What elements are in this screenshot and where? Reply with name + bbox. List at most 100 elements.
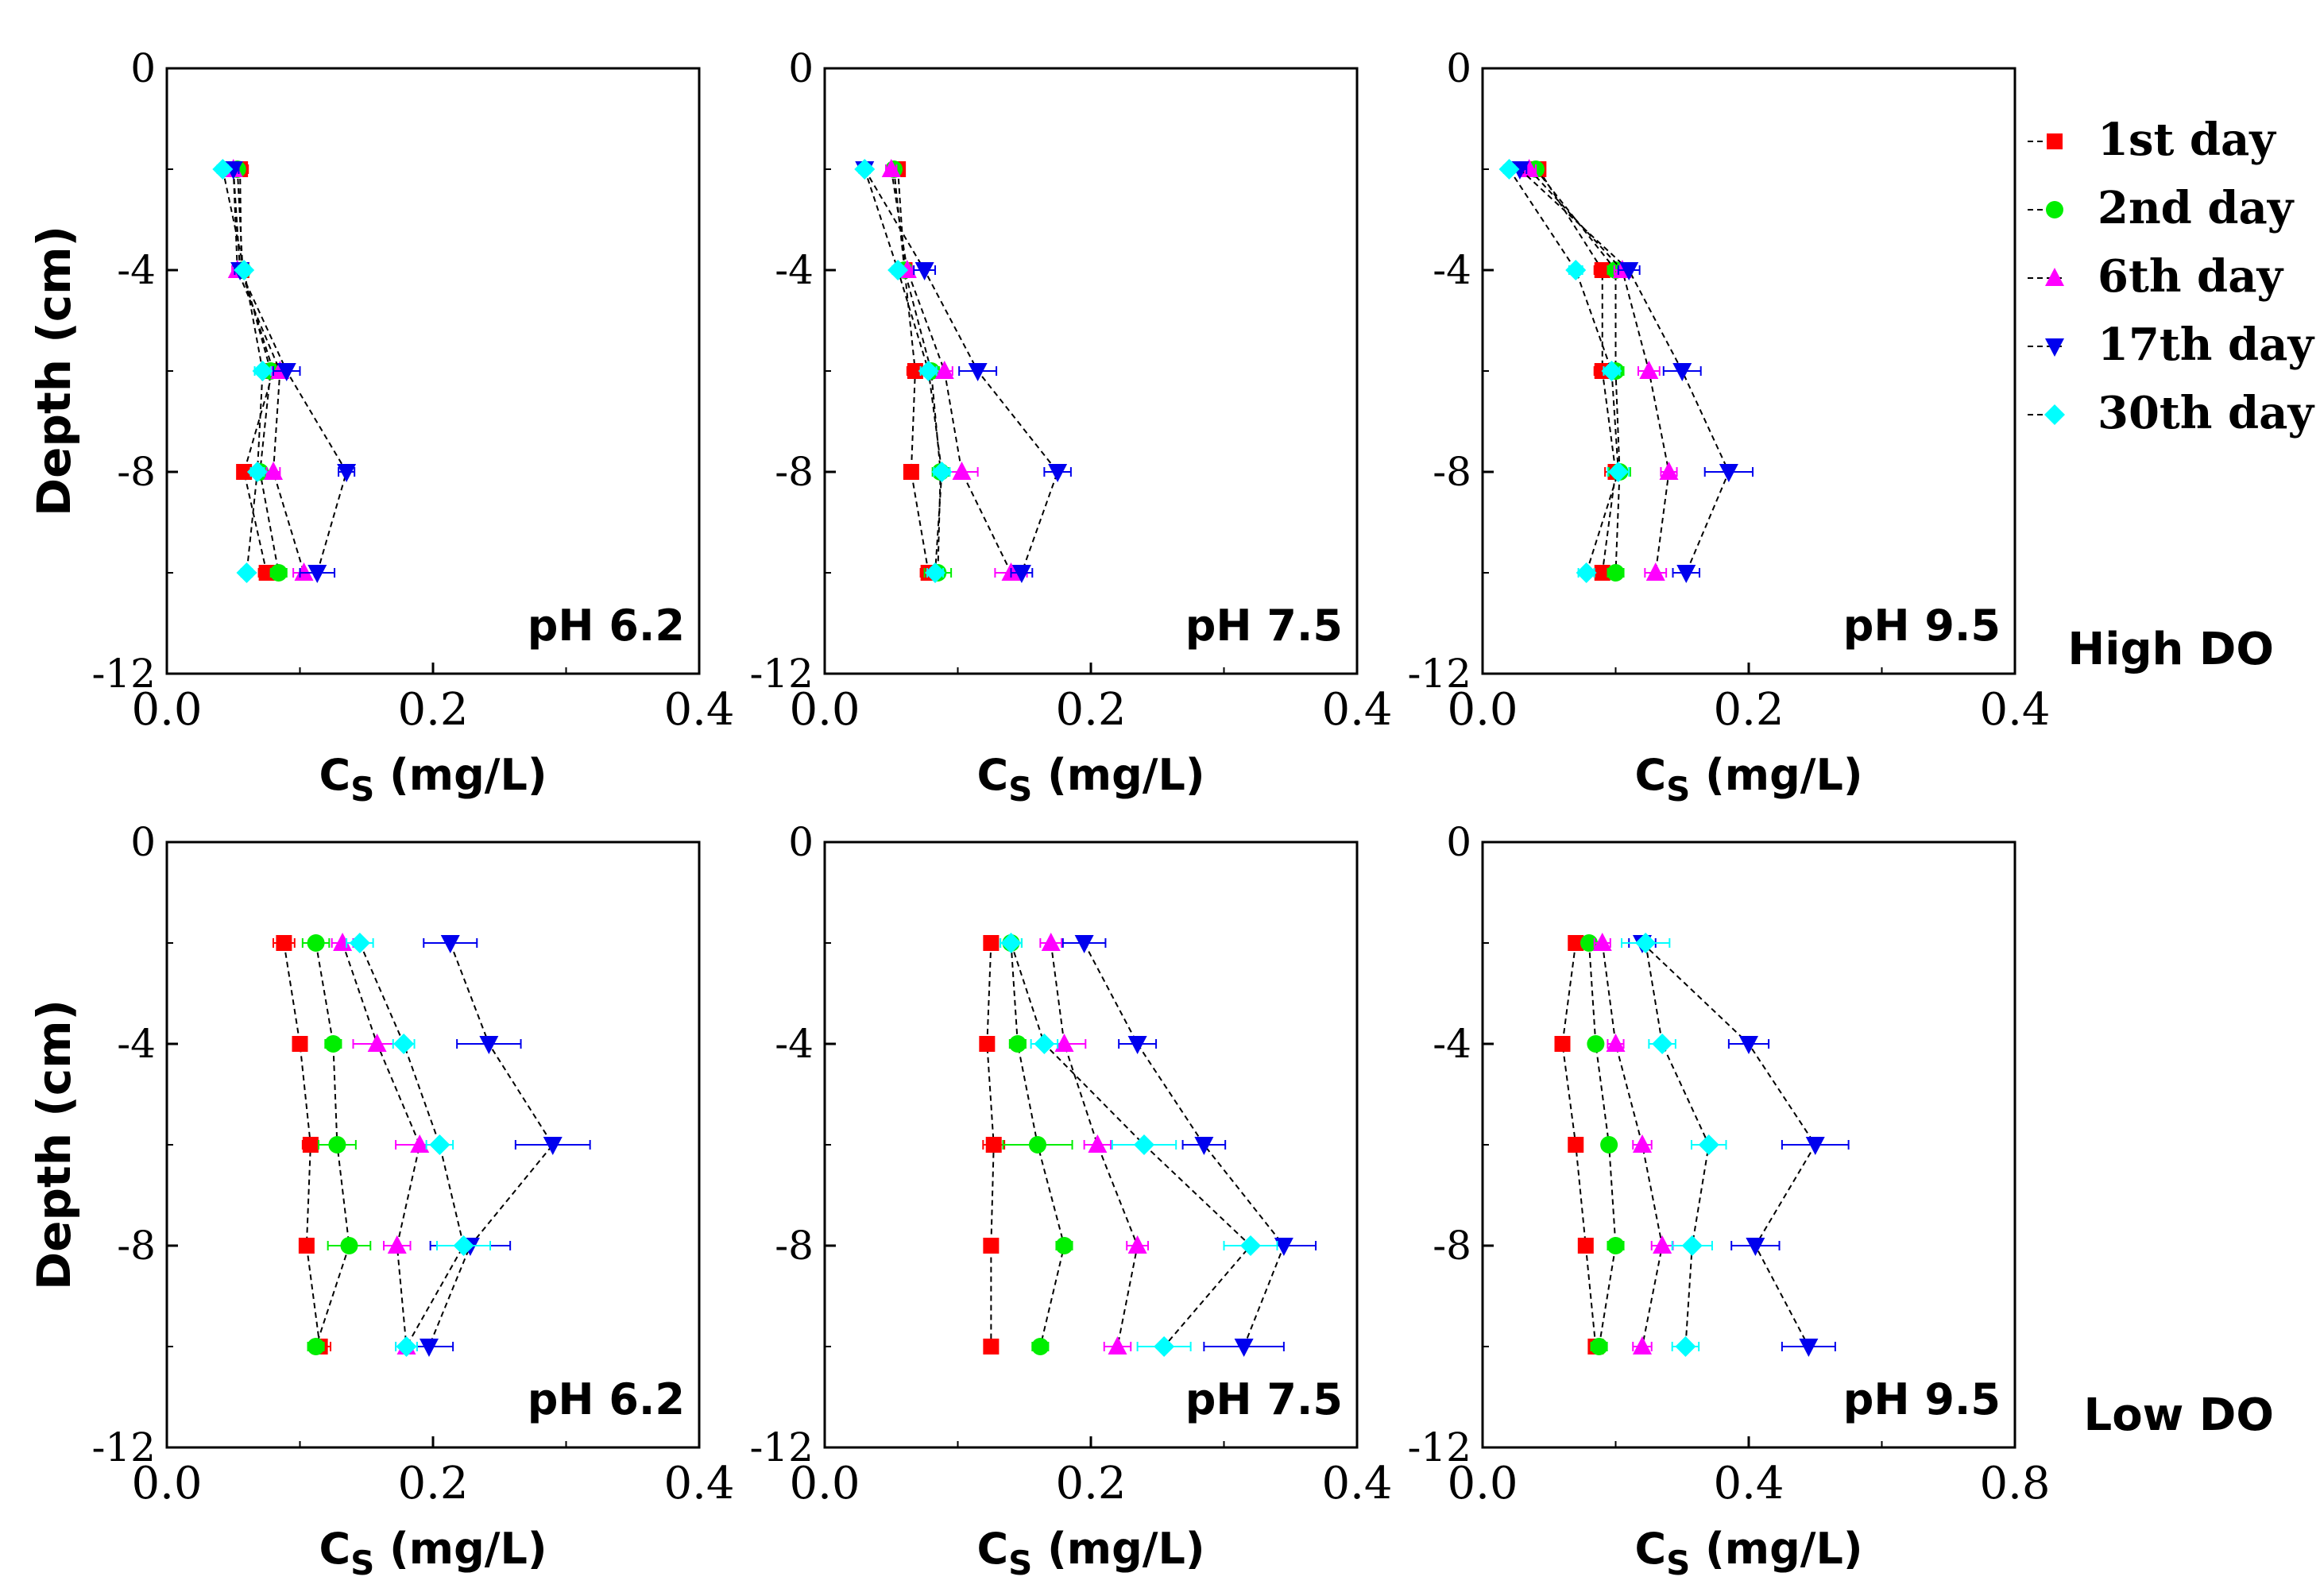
plot-frame	[1481, 841, 2016, 1449]
x-axis-label-main: C	[1634, 1524, 1666, 1574]
y-tick-label: -4	[117, 247, 156, 293]
data-point	[1194, 1137, 1214, 1155]
data-point	[925, 562, 946, 583]
panel-label: pH 9.5	[1843, 601, 2001, 651]
data-point	[1590, 1338, 1608, 1355]
data-point	[1607, 462, 1629, 482]
y-tick-label: 0	[130, 45, 156, 91]
x-tick-label: 0.2	[1713, 684, 1784, 736]
x-tick-label: 0.0	[1447, 684, 1518, 736]
data-point	[854, 159, 876, 180]
x-tick-label: 0.4	[1713, 1458, 1784, 1509]
data-point	[1054, 1034, 1074, 1052]
panel-label: pH 6.2	[528, 601, 685, 651]
data-point	[1676, 565, 1696, 583]
data-point	[1746, 1238, 1765, 1256]
data-point	[907, 363, 923, 379]
data-point	[1719, 464, 1738, 482]
y-tick-label: -8	[117, 1223, 156, 1269]
x-axis-label-unit: (mg/L)	[374, 750, 547, 800]
data-point	[1074, 935, 1094, 953]
data-point	[324, 1035, 342, 1053]
x-axis-label-unit: (mg/L)	[1690, 1524, 1862, 1574]
data-point	[236, 562, 257, 583]
series-30th-day	[212, 159, 273, 583]
x-axis-label-main: C	[319, 750, 350, 800]
data-point	[1029, 1136, 1046, 1154]
data-point	[914, 262, 934, 280]
x-axis-label: CS (mg/L)	[1634, 750, 1862, 809]
legend: 1st day 2nd day 6th day 17th day 30th day	[2028, 114, 2314, 439]
data-point	[307, 565, 327, 583]
y-tick-label: -8	[1433, 449, 1471, 495]
data-point	[887, 260, 909, 280]
data-point	[236, 464, 253, 480]
data-point	[1554, 1036, 1571, 1052]
x-tick-label: 0.4	[663, 684, 734, 736]
data-point	[340, 1237, 358, 1254]
data-point	[1034, 1034, 1055, 1054]
y-tick-label: -12	[749, 1424, 814, 1470]
series-2nd-day	[1580, 934, 1625, 1355]
data-point	[264, 462, 283, 480]
data-point	[1594, 262, 1610, 278]
legend-marker	[2045, 268, 2064, 286]
data-point	[1127, 1235, 1147, 1254]
y-tick-label: 0	[130, 819, 156, 865]
panel-0-2: 0 -4 -8 -120.0 0.2 0.4 CS (mg/L) pH 9.5	[1407, 45, 2050, 809]
data-point	[1048, 464, 1068, 482]
x-axis-label: CS (mg/L)	[319, 1524, 547, 1582]
series-17th-day	[1510, 161, 1754, 583]
data-point	[1565, 260, 1587, 280]
panel-1-1: 0 -4 -8 -120.0 0.2 0.4 CS (mg/L) pH 7.5	[749, 819, 1392, 1582]
legend-marker	[2046, 201, 2063, 218]
y-tick-label: -12	[1407, 651, 1471, 697]
series-line	[890, 168, 1012, 574]
y-tick-label: -4	[775, 1021, 814, 1067]
series-6th-day	[881, 159, 1028, 581]
panel-1-2: 0 -4 -8 -120.0 0.4 0.8 CS (mg/L) pH 9.5	[1407, 819, 2050, 1582]
data-point	[1088, 1134, 1108, 1153]
series-17th-day	[223, 161, 357, 583]
data-point	[276, 363, 296, 381]
legend-label: 1st day	[2098, 114, 2276, 166]
data-point	[1639, 361, 1659, 379]
data-point	[1000, 933, 1022, 953]
series-30th-day	[1498, 159, 1630, 583]
data-point	[1633, 1336, 1652, 1354]
series-1st-day	[1554, 935, 1604, 1354]
series-17th-day	[855, 161, 1072, 583]
series-line	[1050, 942, 1139, 1347]
y-axis-label: Depth (cm)	[27, 226, 81, 516]
y-tick-label: 0	[1446, 45, 1471, 91]
x-axis-label-main: C	[976, 1524, 1008, 1574]
data-point	[1635, 933, 1657, 953]
plot-frame	[823, 67, 1359, 675]
data-point	[1587, 1035, 1605, 1053]
x-tick-label: 0.0	[131, 684, 202, 736]
data-point	[307, 1338, 325, 1355]
data-point	[1576, 562, 1597, 583]
x-axis-label-subscript: S	[350, 770, 374, 809]
y-tick-label: -12	[1407, 1424, 1471, 1470]
series-30th-day	[346, 933, 492, 1357]
x-axis-label-subscript: S	[1666, 1544, 1690, 1582]
data-point	[1108, 1336, 1127, 1354]
series-line	[1601, 942, 1664, 1347]
y-tick-label: -12	[91, 1424, 156, 1470]
data-point	[1619, 262, 1639, 280]
data-point	[393, 1034, 415, 1054]
data-point	[1601, 361, 1622, 381]
data-point	[1659, 462, 1679, 480]
data-point	[1568, 935, 1584, 951]
data-point	[1011, 565, 1031, 583]
data-point	[479, 1036, 499, 1054]
series-17th-day	[1061, 935, 1317, 1357]
data-point	[1519, 159, 1539, 177]
x-axis-label: CS (mg/L)	[1634, 1524, 1862, 1582]
data-point	[968, 363, 988, 381]
x-tick-label: 0.8	[1979, 1458, 2050, 1509]
panel-label: pH 6.2	[528, 1374, 685, 1424]
data-point	[1681, 1235, 1703, 1256]
